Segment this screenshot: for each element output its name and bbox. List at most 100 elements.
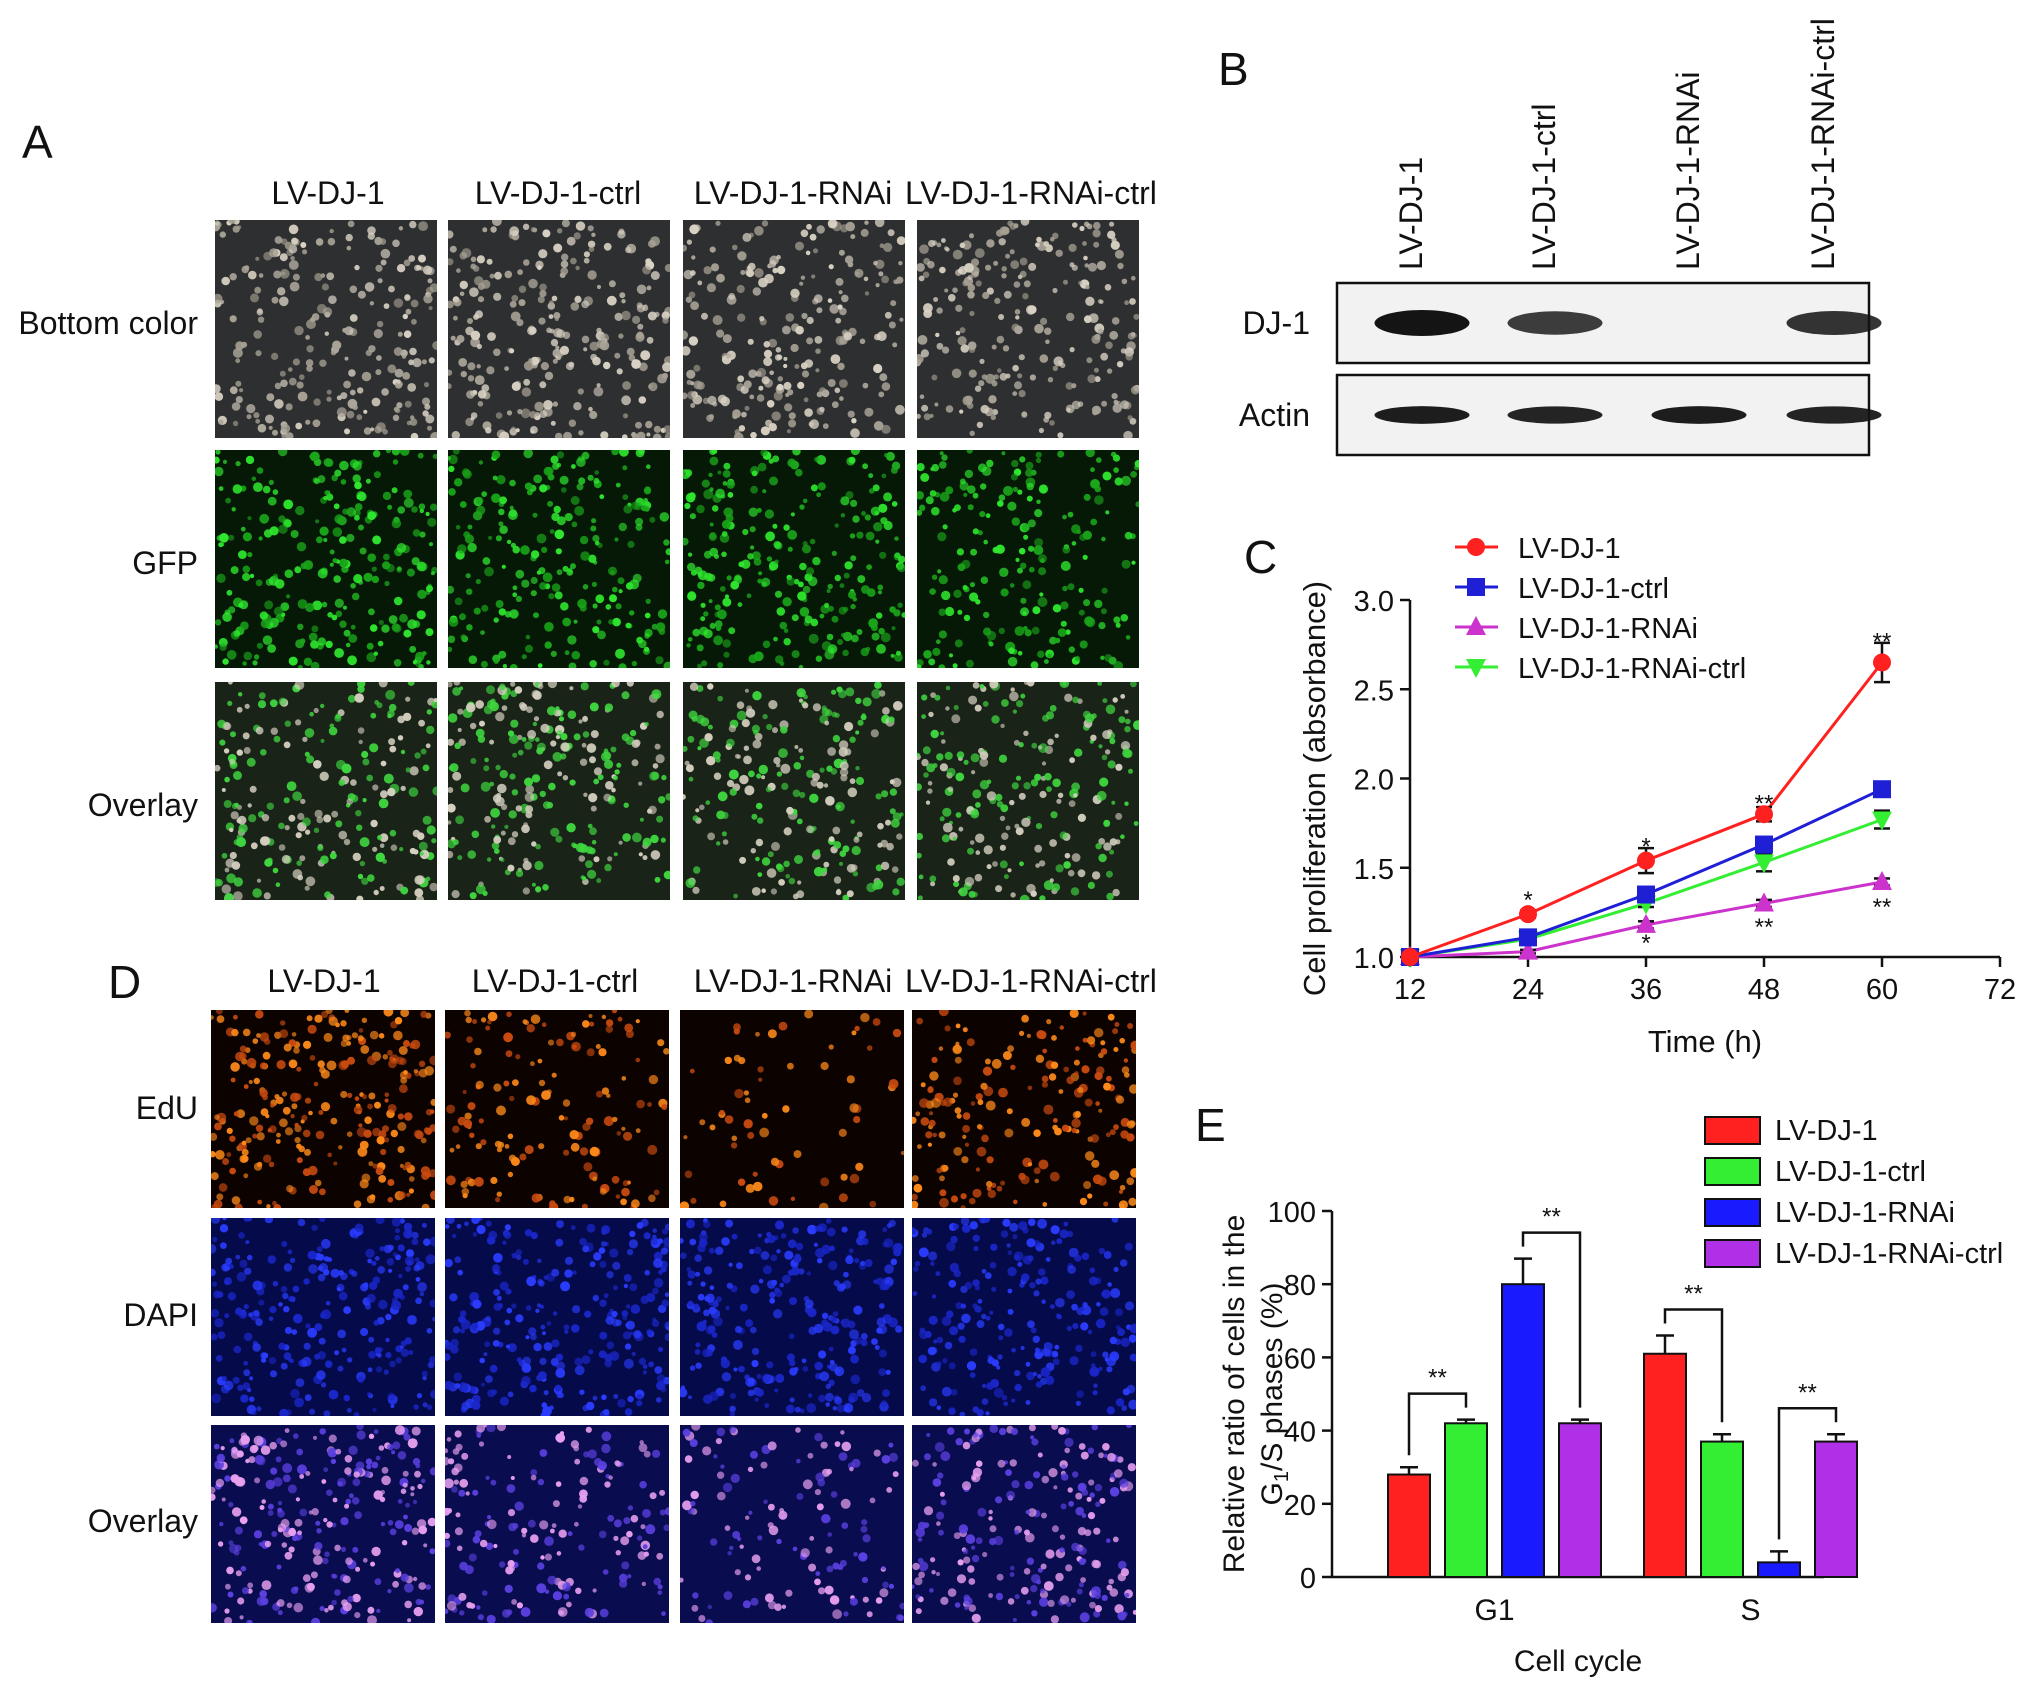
panel-a-row-label: Overlay bbox=[87, 787, 198, 823]
data-point bbox=[1466, 659, 1486, 678]
microscopy-image bbox=[211, 1218, 435, 1416]
y-tick-label: 20 bbox=[1284, 1490, 1316, 1522]
y-tick-label: 3.0 bbox=[1354, 586, 1394, 618]
legend-item: LV-DJ-1-ctrl bbox=[1455, 573, 1669, 605]
blot-band bbox=[1507, 406, 1603, 424]
legend-item: LV-DJ-1 bbox=[1704, 1115, 1878, 1147]
panel-a-row-label: GFP bbox=[132, 545, 198, 581]
microscopy-image bbox=[912, 1218, 1136, 1416]
lane-label: LV-DJ-1 bbox=[1393, 157, 1429, 270]
data-point bbox=[1872, 871, 1892, 891]
panel-a-col-title: LV-DJ-1 bbox=[271, 175, 385, 211]
data-point bbox=[1518, 940, 1538, 960]
microscopy-image bbox=[448, 450, 670, 668]
legend-label: LV-DJ-1-ctrl bbox=[1775, 1156, 1926, 1188]
significance-label: ** bbox=[1684, 1280, 1703, 1307]
panel-a-row-label: Bottom color bbox=[18, 305, 198, 341]
protein-label: DJ-1 bbox=[1242, 305, 1310, 341]
legend-label: LV-DJ-1-RNAi bbox=[1775, 1197, 1955, 1229]
data-point bbox=[1636, 913, 1656, 933]
microscopy-image bbox=[680, 1425, 904, 1623]
y-tick-label: 2.0 bbox=[1354, 765, 1394, 797]
cell-cycle-bar-chart: 0 20 40 60 80 100 Relative ratio of cells in t… bbox=[1218, 1115, 2003, 1678]
microscopy-image bbox=[445, 1010, 669, 1208]
microscopy-image bbox=[448, 220, 670, 438]
microscopy-image bbox=[215, 682, 437, 900]
series-LV-DJ-1-ctrl bbox=[1401, 780, 1891, 966]
legend-item: LV-DJ-1-RNAi-ctrl bbox=[1704, 1238, 2003, 1270]
data-point bbox=[1637, 885, 1655, 904]
legend-item: LV-DJ-1 bbox=[1455, 533, 1621, 565]
x-tick-label: S bbox=[1740, 1594, 1760, 1627]
panel-d-row-label: EdU bbox=[135, 1090, 198, 1126]
panel-a-col-title: LV-DJ-1-RNAi-ctrl bbox=[905, 175, 1157, 211]
x-axis-label: Time (h) bbox=[1648, 1024, 1762, 1059]
bar bbox=[1700, 1440, 1744, 1578]
panel-d-row-label: DAPI bbox=[123, 1297, 198, 1333]
panel-d-col-title: LV-DJ-1-ctrl bbox=[471, 963, 639, 999]
panel-d-letter: D bbox=[108, 956, 142, 1008]
significance-bracket bbox=[1663, 1308, 1724, 1423]
microscopy-image bbox=[445, 1218, 669, 1416]
bar bbox=[1814, 1440, 1858, 1578]
blot-band bbox=[1651, 406, 1747, 424]
legend-label: LV-DJ-1-RNAi bbox=[1518, 613, 1698, 645]
y-tick-label: 100 bbox=[1268, 1197, 1316, 1229]
significance-label: ** bbox=[1542, 1204, 1561, 1231]
y-axis-label: Cell proliferation (absorbance) bbox=[1297, 581, 1332, 996]
data-point bbox=[1755, 805, 1773, 824]
legend-item: LV-DJ-1-RNAi bbox=[1704, 1197, 1955, 1229]
legend-item: LV-DJ-1-ctrl bbox=[1704, 1156, 1926, 1188]
series-LV-DJ-1 bbox=[1401, 641, 1891, 966]
panel-e-letter: E bbox=[1195, 1099, 1226, 1151]
bar bbox=[1387, 1473, 1431, 1578]
bar bbox=[1643, 1352, 1687, 1578]
y-tick-label: 1.0 bbox=[1354, 943, 1394, 975]
significance-label: ** bbox=[1755, 791, 1774, 818]
y-tick-label: 0 bbox=[1300, 1563, 1316, 1595]
y-tick-label: 80 bbox=[1284, 1270, 1316, 1302]
legend-label: LV-DJ-1-RNAi-ctrl bbox=[1518, 653, 1746, 685]
data-point bbox=[1519, 905, 1537, 924]
microscopy-image bbox=[912, 1425, 1136, 1623]
y-tick-label: 2.5 bbox=[1354, 675, 1394, 707]
legend-item: LV-DJ-1-RNAi-ctrl bbox=[1455, 653, 1746, 685]
panel-d-row-label: Overlay bbox=[87, 1503, 198, 1539]
data-point bbox=[1872, 811, 1892, 831]
microscopy-image bbox=[917, 450, 1139, 668]
data-point bbox=[1519, 928, 1537, 947]
significance-label: ** bbox=[1428, 1365, 1447, 1392]
x-tick-label: 72 bbox=[1984, 974, 2016, 1006]
data-point bbox=[1754, 854, 1774, 874]
significance-label: ** bbox=[1798, 1379, 1817, 1406]
protein-label: Actin bbox=[1239, 397, 1310, 433]
panel-a-col-title: LV-DJ-1-ctrl bbox=[474, 175, 642, 211]
x-tick-label: 12 bbox=[1394, 974, 1426, 1006]
data-point bbox=[1467, 578, 1485, 596]
proliferation-line-chart: 1.0 1.5 2.0 2.5 3.0 12 24 36 48 60 72 Time (h) Cell … bbox=[1297, 533, 2016, 1059]
panel-b-letter: B bbox=[1218, 43, 1249, 95]
significance-label: ** bbox=[1755, 914, 1774, 941]
data-point bbox=[1873, 780, 1891, 799]
legend-label: LV-DJ-1-RNAi-ctrl bbox=[1775, 1238, 2003, 1270]
microscopy-image bbox=[448, 682, 670, 900]
x-tick-label: 24 bbox=[1512, 974, 1544, 1006]
legend-label: LV-DJ-1 bbox=[1775, 1115, 1878, 1147]
legend-label: LV-DJ-1-ctrl bbox=[1518, 573, 1669, 605]
blot-band bbox=[1507, 311, 1603, 335]
data-point bbox=[1755, 835, 1773, 854]
legend-item: LV-DJ-1-RNAi bbox=[1455, 613, 1698, 645]
blot-band bbox=[1786, 311, 1882, 335]
microscopy-image bbox=[683, 220, 905, 438]
bar bbox=[1501, 1283, 1545, 1578]
y-tick-label: 60 bbox=[1284, 1343, 1316, 1375]
microscopy-image bbox=[683, 450, 905, 668]
x-tick-label: 60 bbox=[1866, 974, 1898, 1006]
significance-label: * bbox=[1523, 887, 1532, 914]
significance-bracket bbox=[1521, 1231, 1582, 1408]
data-point bbox=[1637, 851, 1655, 870]
data-point bbox=[1466, 616, 1486, 635]
y-tick-label: 40 bbox=[1284, 1417, 1316, 1449]
blot-band bbox=[1786, 406, 1882, 424]
